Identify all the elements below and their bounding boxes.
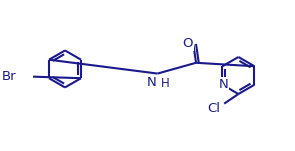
Text: N: N (147, 76, 157, 88)
Text: Br: Br (2, 70, 17, 83)
Text: O: O (182, 37, 193, 50)
Text: H: H (161, 77, 170, 90)
Text: Cl: Cl (207, 102, 220, 115)
Text: N: N (219, 78, 228, 91)
